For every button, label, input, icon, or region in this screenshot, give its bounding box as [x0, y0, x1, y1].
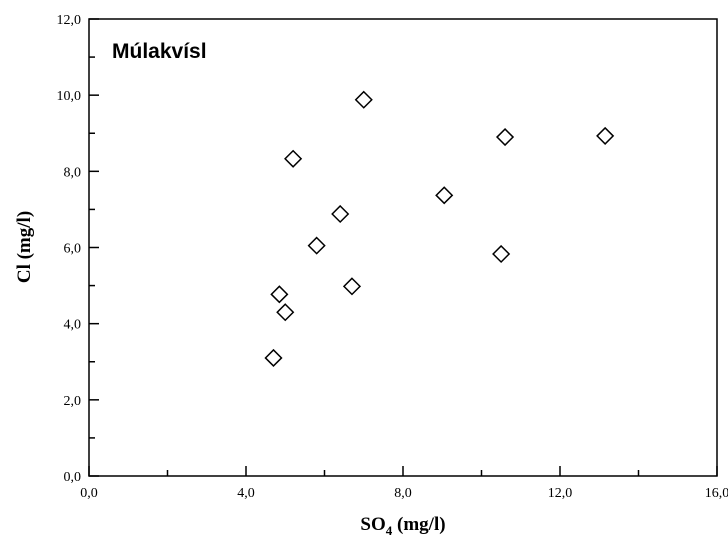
data-point-diamond [276, 303, 295, 322]
data-point-diamond [342, 277, 362, 296]
data-point-diamond [354, 90, 373, 109]
x-axis-title-main: SO [360, 514, 385, 535]
x-axis-title-subscript: 4 [386, 523, 393, 538]
y-tick-label: 6,0 [64, 242, 82, 257]
data-point-diamond [284, 149, 303, 168]
data-point-diamond [495, 127, 515, 147]
x-axis-title-unit: (mg/l) [392, 514, 445, 535]
data-point-diamond [435, 186, 454, 205]
chart-title: Múlakvísl [112, 40, 207, 63]
data-point-diamond [331, 204, 350, 224]
x-axis-title: SO4 (mg/l) [360, 514, 445, 538]
y-tick-label: 12,0 [57, 13, 82, 28]
data-points [264, 90, 615, 368]
data-point-diamond [596, 126, 615, 145]
y-tick-label: 4,0 [64, 318, 82, 333]
axis-tick-labels: 0,0 4,0 8,0 12,0 16,0 0,0 2,0 4,0 6,0 8,0 10,0 12,0 [57, 13, 728, 501]
data-point-diamond [307, 236, 326, 255]
y-tick-label: 10,0 [57, 89, 82, 104]
data-point-diamond [270, 285, 289, 304]
x-tick-label: 8,0 [394, 486, 412, 501]
plot-frame [88, 18, 718, 477]
y-axis-title: Cl (mg/l) [14, 211, 35, 283]
x-tick-label: 12,0 [548, 486, 573, 501]
x-tick-label: 4,0 [237, 486, 255, 501]
x-tick-label: 0,0 [80, 486, 98, 501]
y-tick-label: 2,0 [64, 394, 82, 409]
data-point-diamond [492, 244, 511, 264]
data-point-diamond [264, 348, 283, 368]
y-tick-label: 8,0 [64, 165, 82, 180]
x-tick-label: 16,0 [705, 486, 728, 501]
axis-ticks [88, 18, 718, 477]
y-tick-label: 0,0 [64, 470, 82, 485]
